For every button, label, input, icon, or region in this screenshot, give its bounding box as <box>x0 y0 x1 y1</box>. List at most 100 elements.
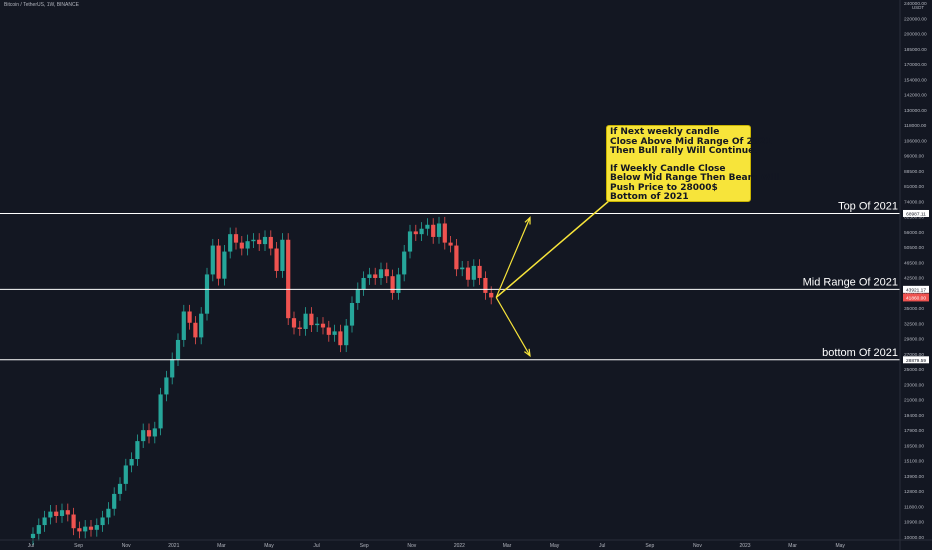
candle <box>36 518 41 541</box>
candle <box>460 260 465 277</box>
note-line: Push Price to 28000$ <box>610 182 718 193</box>
candle-body <box>286 239 291 319</box>
candle <box>315 317 320 332</box>
candle-body <box>326 327 331 335</box>
candle <box>117 477 123 501</box>
candle-body <box>181 311 186 340</box>
candle <box>355 282 360 310</box>
level-price-tag <box>903 356 929 364</box>
candle-body <box>170 359 175 378</box>
y-tick-label: 16500.00 <box>904 443 924 449</box>
level-label: Mid Range Of 2021 <box>803 276 898 288</box>
candle-body <box>152 428 157 437</box>
candle <box>286 233 291 326</box>
x-tick-label: May <box>550 543 560 549</box>
time-axis[interactable]: Jul Sep Nov 2021 Mar May Jul Sep Nov 2022 Mar May Ju… <box>0 539 932 549</box>
y-tick-label: 29800.00 <box>904 337 924 343</box>
y-tick-label: 17900.00 <box>904 428 924 434</box>
candle <box>431 218 436 244</box>
candle <box>141 423 146 448</box>
candle-body <box>30 533 36 538</box>
y-tick-label: 240000.00 <box>904 1 927 7</box>
candle <box>106 502 111 525</box>
candle <box>245 234 250 256</box>
candle <box>216 238 221 286</box>
candle <box>303 307 308 336</box>
y-tick-label: 12800.00 <box>904 489 924 495</box>
candle <box>320 317 326 335</box>
candle-body <box>65 510 70 515</box>
candle-body <box>320 323 326 328</box>
level-price-tag-text: 68987.11 <box>906 211 926 217</box>
candle-body <box>164 377 169 395</box>
x-tick-label: Mar <box>217 543 226 549</box>
y-tick-label: 21000.00 <box>904 398 924 404</box>
y-tick-label: 46500.00 <box>904 260 924 266</box>
candle-body <box>378 269 384 278</box>
candle-body <box>361 277 366 290</box>
candle-body <box>309 313 314 326</box>
candle-body <box>71 514 76 529</box>
x-tick-label: 2021 <box>168 543 179 549</box>
candle-body <box>465 267 471 280</box>
note-line: If Weekly Candle Close <box>610 163 726 174</box>
candle <box>152 421 157 444</box>
candle <box>65 503 70 522</box>
candle-body <box>135 441 140 460</box>
level-label: Top Of 2021 <box>838 200 898 212</box>
candle <box>483 271 488 300</box>
candle-body <box>332 331 337 335</box>
candle <box>454 238 459 277</box>
note-pointer <box>495 199 611 298</box>
y-tick-label: 25000.00 <box>904 367 924 373</box>
candle-body <box>303 313 308 329</box>
candle-body <box>390 276 395 293</box>
x-tick-label: Nov <box>122 543 131 549</box>
candle <box>181 304 186 347</box>
candles-group <box>30 216 494 545</box>
candle <box>291 311 297 335</box>
candle-body <box>88 526 94 530</box>
candle <box>349 296 355 333</box>
price-axis-panel <box>900 0 932 550</box>
candle-body <box>448 242 453 246</box>
x-tick-label: Jul <box>599 543 605 549</box>
candle-body <box>396 274 401 293</box>
level-price-tag <box>903 285 929 293</box>
candle <box>425 218 430 236</box>
candle-body <box>239 242 244 249</box>
arrow-up-icon[interactable] <box>495 216 531 298</box>
candle-body <box>42 517 47 526</box>
arrow-down-icon[interactable] <box>495 297 531 358</box>
candle <box>378 262 384 285</box>
symbol-header[interactable]: Bitcoin / TetherUS, 1W, BINANCE <box>4 2 79 8</box>
y-tick-label: 81000.00 <box>904 184 924 190</box>
candle <box>251 233 256 249</box>
candle-body <box>48 511 53 518</box>
note-line: Close Above Mid Range Of 2021 <box>610 136 772 147</box>
candle-body <box>460 267 465 270</box>
candle <box>274 241 279 278</box>
y-tick-label: 220000.00 <box>904 16 927 22</box>
candle <box>280 233 285 278</box>
candle-body <box>117 483 123 494</box>
candle <box>129 452 134 473</box>
x-tick-label: 2023 <box>739 543 750 549</box>
note-line: Below Mid Range Then Bears Will <box>610 173 780 183</box>
candle-body <box>123 465 128 484</box>
candle <box>222 244 227 286</box>
candle <box>262 230 268 251</box>
candle <box>367 267 372 285</box>
candle <box>448 236 453 253</box>
candle <box>390 269 395 300</box>
candle-body <box>407 231 413 252</box>
candle-body <box>367 274 372 278</box>
candle <box>233 227 239 250</box>
candle <box>344 319 349 353</box>
annotation-note[interactable]: If Next weekly candle Close Above Mid Ran… <box>606 125 780 202</box>
projection-arrows <box>495 199 611 358</box>
x-tick-label: Sep <box>645 543 654 549</box>
candle-body <box>471 265 476 280</box>
